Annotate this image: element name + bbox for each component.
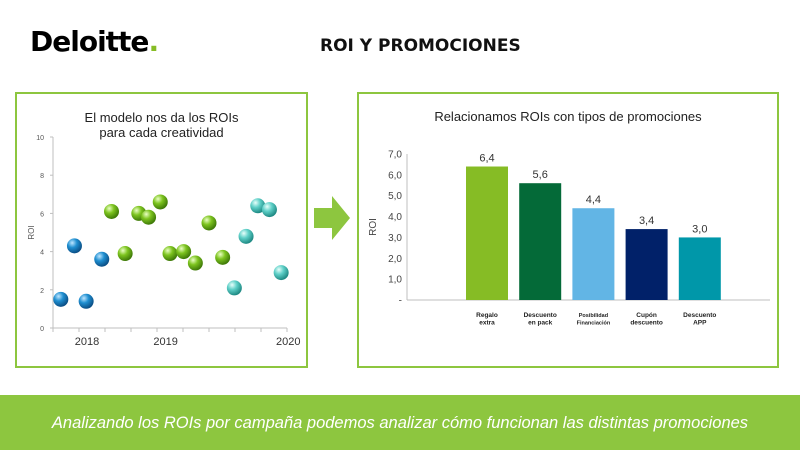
bar-value-label: 4,4 — [586, 194, 601, 206]
bar — [466, 166, 508, 300]
scatter-point-2019 — [215, 249, 231, 265]
scatter-point-2019 — [117, 246, 133, 262]
scatter-point-2020 — [226, 280, 242, 296]
bar-y-tick-label: 6,0 — [388, 170, 402, 181]
bar-category-label: en pack — [528, 320, 553, 327]
scatter-y-tick-label: 8 — [40, 173, 44, 180]
scatter-point-2018 — [78, 293, 94, 309]
scatter-point-2018 — [94, 251, 110, 267]
scatter-y-tick-label: 10 — [36, 135, 44, 142]
bar-category-label: Descuento — [524, 312, 557, 319]
scatter-point-2020 — [250, 198, 266, 214]
bar — [572, 208, 615, 300]
scatter-point-2019 — [152, 194, 168, 210]
scatter-point-2018 — [53, 291, 69, 307]
bar-category-label: APP — [693, 320, 707, 327]
bar-category-label: Regalo — [476, 312, 498, 319]
bar-y-tick-label: 4,0 — [388, 212, 402, 223]
bar-panel: Relacionamos ROIs con tipos de promocion… — [357, 92, 779, 368]
bar-category-label: descuento — [630, 320, 663, 327]
scatter-point-2019 — [187, 255, 203, 271]
scatter-y-tick-label: 6 — [40, 211, 44, 218]
scatter-point-2020 — [261, 202, 277, 218]
scatter-x-tick-label: 2020 — [276, 336, 300, 348]
bar — [625, 229, 668, 300]
bar-y-tick-label: 7,0 — [388, 150, 402, 161]
scatter-point-2019 — [162, 246, 178, 262]
bar-category-label: Financiación — [577, 321, 611, 327]
footer-text: Analizando los ROIs por campaña podemos … — [51, 413, 749, 432]
scatter-y-tick-label: 4 — [40, 250, 44, 257]
bar-title: Relacionamos ROIs con tipos de promocion… — [434, 109, 702, 124]
bar-y-tick-label: 3,0 — [388, 233, 402, 244]
scatter-x-tick-label: 2018 — [75, 336, 99, 348]
slide-title: ROI Y PROMOCIONES — [320, 36, 521, 56]
scatter-point-2019 — [104, 203, 119, 219]
scatter-point-2020 — [238, 228, 254, 244]
scatter-y-axis-label: ROI — [27, 225, 36, 239]
deloitte-logo: Deloitte. — [30, 25, 159, 58]
bar-y-axis-label: ROI — [368, 218, 379, 236]
bar-value-label: 3,0 — [692, 223, 707, 235]
footer-banner: Analizando los ROIs por campaña podemos … — [0, 395, 800, 450]
scatter-title: El modelo nos da los ROIs para cada crea… — [84, 110, 239, 140]
bar-value-label: 6,4 — [479, 153, 494, 165]
bar-y-tick-label: 1,0 — [388, 275, 402, 286]
scatter-point-2019 — [176, 244, 192, 260]
right-arrow-icon — [314, 196, 350, 240]
bar-y-tick-label: 2,0 — [388, 254, 402, 265]
scatter-point-2019 — [141, 209, 157, 225]
scatter-point-2020 — [273, 265, 289, 281]
bar-value-label: 5,6 — [533, 169, 548, 181]
scatter-y-tick-label: 0 — [40, 326, 44, 333]
bar-category-label: extra — [479, 320, 495, 327]
scatter-chart: 0 2 4 6 8 10 ROI 2018 2019 2020 — [27, 135, 301, 348]
scatter-y-tick-label: 2 — [40, 288, 44, 295]
bar-category-label: Posibilidad — [579, 313, 608, 319]
scatter-point-2018 — [66, 238, 82, 254]
scatter-point-2019 — [201, 215, 217, 231]
scatter-x-tick-label: 2019 — [153, 336, 177, 348]
bar-category-label: Descuento — [683, 312, 716, 319]
bar-y-tick-label: - — [399, 296, 402, 307]
bar-y-tick-label: 5,0 — [388, 191, 402, 202]
bar-value-label: 3,4 — [639, 215, 654, 227]
bar — [519, 183, 562, 300]
bar — [678, 237, 721, 300]
scatter-panel: El modelo nos da los ROIs para cada crea… — [15, 92, 308, 368]
bar-category-label: Cupón — [636, 312, 657, 319]
